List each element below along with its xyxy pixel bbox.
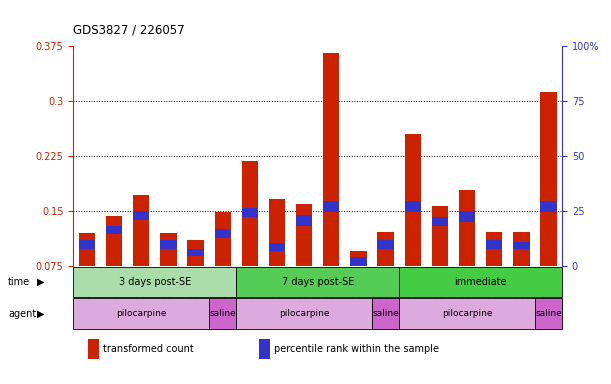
Bar xyxy=(106,226,122,235)
Bar xyxy=(188,249,203,257)
Text: pilocarpine: pilocarpine xyxy=(442,309,492,318)
Bar xyxy=(350,257,367,266)
Text: immediate: immediate xyxy=(455,277,507,287)
Bar xyxy=(106,216,122,266)
Text: pilocarpine: pilocarpine xyxy=(279,309,329,318)
Text: agent: agent xyxy=(8,309,36,319)
Bar xyxy=(73,266,236,297)
Bar xyxy=(323,202,340,212)
Bar xyxy=(486,232,502,266)
Text: percentile rank within the sample: percentile rank within the sample xyxy=(274,344,439,354)
Bar xyxy=(513,242,530,249)
Bar xyxy=(432,206,448,266)
Text: ▶: ▶ xyxy=(37,277,44,287)
Bar xyxy=(259,339,270,359)
Text: saline: saline xyxy=(372,309,399,318)
Text: transformed count: transformed count xyxy=(103,344,194,354)
Text: saline: saline xyxy=(210,309,236,318)
Bar xyxy=(242,161,258,266)
Bar xyxy=(432,217,448,226)
Bar xyxy=(350,252,367,266)
Bar xyxy=(372,298,399,329)
Text: GDS3827 / 226057: GDS3827 / 226057 xyxy=(73,23,185,36)
Bar xyxy=(214,229,231,238)
Bar xyxy=(236,266,399,297)
Bar xyxy=(214,212,231,266)
Text: 7 days post-SE: 7 days post-SE xyxy=(282,277,354,287)
Bar xyxy=(540,92,557,266)
Bar xyxy=(79,240,95,249)
Bar xyxy=(323,53,340,266)
Text: time: time xyxy=(8,277,30,287)
Bar xyxy=(296,215,312,226)
Bar xyxy=(160,233,177,266)
Bar xyxy=(236,298,372,329)
Bar xyxy=(269,243,285,252)
Bar xyxy=(133,195,149,266)
Bar xyxy=(188,240,203,266)
Bar xyxy=(399,266,562,297)
Bar xyxy=(513,232,530,266)
Bar xyxy=(399,298,535,329)
Bar xyxy=(79,233,95,266)
Bar xyxy=(160,240,177,249)
Bar xyxy=(378,240,393,249)
Bar xyxy=(459,190,475,266)
Bar xyxy=(133,211,149,220)
Bar xyxy=(535,298,562,329)
Text: pilocarpine: pilocarpine xyxy=(116,309,166,318)
Bar xyxy=(486,240,502,249)
Bar xyxy=(296,204,312,266)
Text: ▶: ▶ xyxy=(37,309,44,319)
Bar xyxy=(73,298,209,329)
Bar xyxy=(540,202,557,212)
Bar xyxy=(209,298,236,329)
Text: 3 days post-SE: 3 days post-SE xyxy=(119,277,191,287)
Bar xyxy=(242,208,258,217)
Bar xyxy=(88,339,99,359)
Bar xyxy=(269,199,285,266)
Text: saline: saline xyxy=(535,309,562,318)
Bar xyxy=(378,232,393,266)
Bar xyxy=(459,211,475,222)
Bar xyxy=(404,202,421,212)
Bar xyxy=(404,134,421,266)
